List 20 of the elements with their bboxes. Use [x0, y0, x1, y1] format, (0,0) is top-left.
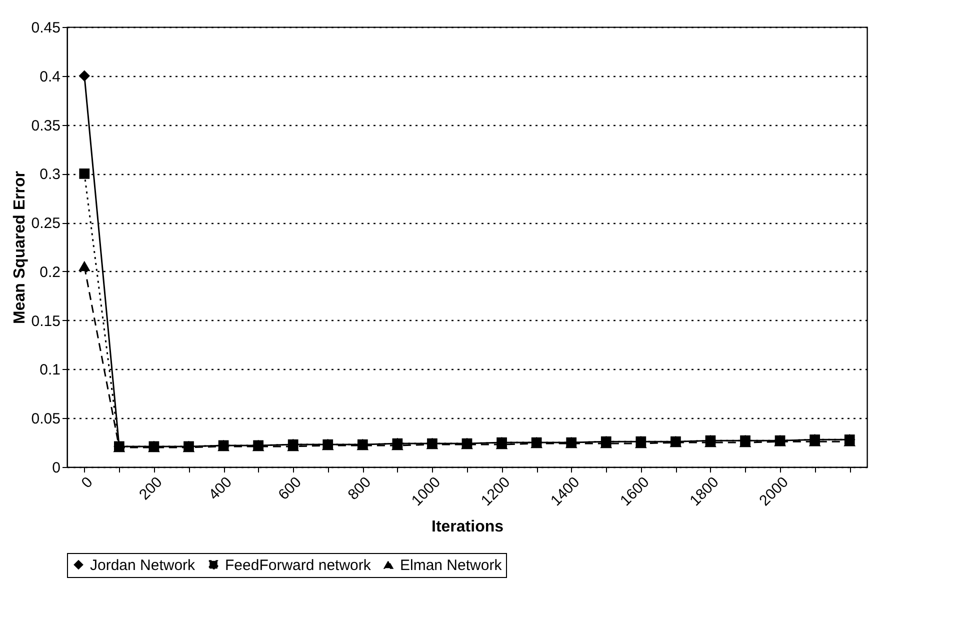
x-axis-title: Iterations [431, 518, 504, 536]
x-tick-label: 800 [344, 474, 374, 504]
x-tick-label: 600 [275, 474, 305, 504]
legend-label: Elman Network [400, 556, 502, 574]
y-axis-title: Mean Squared Error [11, 171, 28, 324]
y-tick-label: 0.2 [40, 264, 60, 281]
y-tick-label: 0.1 [40, 362, 60, 379]
y-tick-label: 0.45 [31, 20, 60, 36]
legend-label: Jordan Network [90, 556, 196, 574]
y-tick-label: 0 [52, 460, 60, 476]
y-tick-label: 0.35 [31, 117, 60, 134]
y-tick-label: 0.05 [31, 410, 60, 428]
y-tick-label: 0.25 [31, 215, 60, 232]
y-tick-label: 0.4 [40, 68, 60, 86]
x-tick-label: 0 [78, 474, 96, 492]
x-tick-label: 200 [136, 474, 166, 504]
legend-label: FeedForward network [225, 556, 372, 574]
x-tick-label: 400 [206, 474, 236, 504]
y-tick-label: 0.3 [40, 166, 60, 184]
y-tick-label: 0.15 [31, 312, 60, 330]
